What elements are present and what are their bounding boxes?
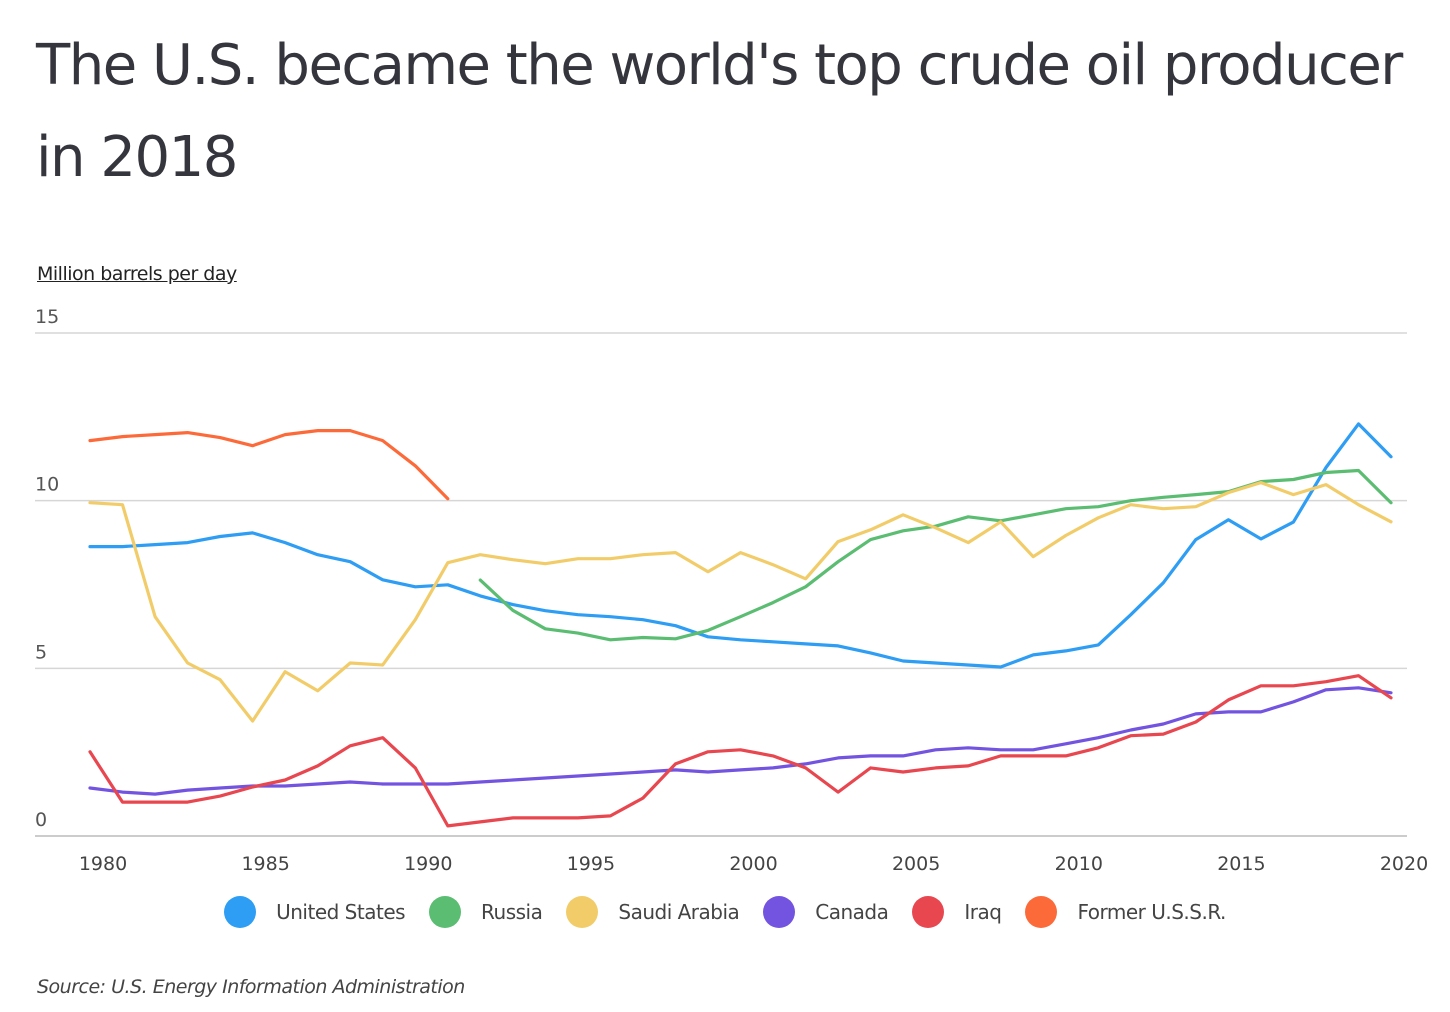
legend-label: Iraq [964,900,1002,924]
series-line-canada [88,686,1393,796]
legend-label: Saudi Arabia [618,900,740,924]
y-axis-label: Million barrels per day [37,263,237,285]
x-tick-label: 1990 [404,853,452,875]
legend-swatch [912,896,945,928]
x-tick-label: 2020 [1380,853,1428,875]
x-tick-label: 1995 [567,853,615,875]
x-tick-label: 2010 [1055,853,1103,875]
legend-item: Iraq [912,896,1002,928]
legend-label: United States [276,900,406,924]
legend-item: Saudi Arabia [566,896,740,928]
chart-title: The U.S. became the world's top crude oi… [36,33,1403,190]
legend-label: Canada [815,900,889,924]
series-line-former-u-s-s-r [88,429,450,501]
legend-item: Canada [763,896,889,928]
legend-swatch [566,896,599,928]
legend-item: Former U.S.S.R. [1025,896,1226,928]
legend-item: Russia [429,896,543,928]
series-line-united-states [88,422,1393,669]
source-note: Source: U.S. Energy Information Administ… [37,976,465,998]
x-tick-label: 1985 [241,853,289,875]
y-tick-label: 10 [35,474,59,496]
y-tick-label: 5 [35,641,47,663]
x-tick-label: 1980 [79,853,127,875]
legend-item: United States [224,896,406,928]
legend: United States Russia Saudi Arabia Canada Ira… [0,896,1450,928]
legend-label: Former U.S.S.R. [1077,900,1226,924]
legend-swatch [224,896,257,928]
legend-swatch [763,896,796,928]
series-line-saudi-arabia [88,481,1393,723]
series-line-iraq [88,674,1393,828]
legend-swatch [429,896,462,928]
legend-swatch [1025,896,1058,928]
x-tick-label: 2005 [892,853,940,875]
legend-label: Russia [481,900,543,924]
y-tick-label: 15 [35,306,59,328]
y-tick-label: 0 [35,809,47,831]
x-tick-label: 2015 [1217,853,1265,875]
x-tick-label: 2000 [729,853,777,875]
series-line-russia [478,468,1393,642]
